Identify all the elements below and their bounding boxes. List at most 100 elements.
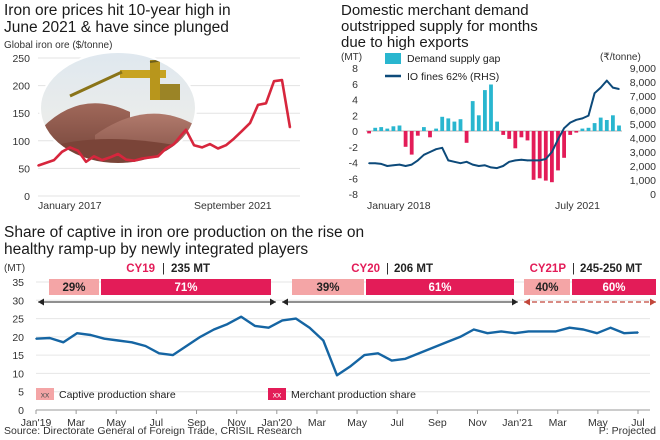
fines-point	[368, 162, 370, 164]
gap-bar	[470, 101, 475, 131]
fines-point	[459, 162, 462, 164]
price-point	[201, 146, 203, 149]
demand-right-tick-label: 4,000	[630, 133, 656, 145]
fines-point	[526, 159, 529, 162]
demand-left-tick-label: -2	[349, 142, 358, 154]
segment-cy19-label: CY19	[126, 263, 155, 275]
gap-bar	[391, 126, 396, 131]
price-point	[101, 159, 103, 161]
production-point	[89, 334, 92, 336]
gap-bar	[476, 115, 481, 132]
production-point	[459, 336, 461, 338]
production-point	[390, 359, 393, 362]
gap-bar	[495, 121, 499, 131]
demand-right-tick-label: 7,000	[630, 91, 656, 103]
demand-left-tick-label: 4	[352, 95, 358, 107]
captive-x-tick-label: Jul	[390, 417, 403, 429]
gap-bar	[550, 131, 554, 183]
captive-y-tick-label: 25	[12, 314, 24, 326]
production-series-line	[35, 315, 639, 377]
demand-chart: Domestic merchant demand outstripped sup…	[341, 2, 656, 212]
gap-bar	[464, 131, 469, 143]
production-point	[404, 358, 407, 360]
production-point	[76, 332, 78, 335]
gap-bar	[543, 131, 548, 181]
captive-x-tick-label: Jul	[150, 417, 163, 429]
gap-bar	[592, 123, 597, 131]
gap-bar	[415, 131, 420, 136]
price-point	[141, 157, 143, 160]
fines-point	[612, 86, 614, 89]
captive-x-tick-label: Nov	[468, 417, 487, 429]
captive-x-tick-label: Jan'20	[261, 417, 292, 429]
gap-bar	[574, 131, 579, 133]
legend-captive-swatch	[36, 388, 54, 400]
demand-right-tick-label: 3,000	[630, 147, 656, 159]
gap-bar	[568, 131, 573, 135]
demand-right-ticks: 0 1,000 2,000 3,000 4,000 5,000 6,000 7,000 8,00…	[630, 63, 656, 201]
price-point	[249, 122, 251, 124]
price-point	[185, 129, 187, 131]
gap-bar	[611, 115, 615, 132]
fines-point	[380, 163, 383, 165]
gap-bar	[501, 131, 506, 135]
price-point	[85, 161, 87, 163]
legend-merchant-label: Merchant production share	[291, 389, 416, 401]
price-point	[109, 156, 111, 159]
gap-bar	[525, 131, 530, 141]
production-point	[418, 352, 420, 355]
production-point	[62, 341, 65, 344]
price-point	[289, 126, 291, 129]
production-point	[308, 326, 311, 329]
captive-x-tick-label: May	[588, 417, 609, 429]
price-chart-x-tick-end: September 2021	[194, 200, 272, 212]
price-point	[37, 164, 39, 167]
demand-right-tick-label: 5,000	[630, 119, 656, 131]
fines-point	[532, 159, 535, 162]
segment-cy19-merchant-bar	[101, 279, 271, 295]
production-point	[131, 341, 133, 344]
production-point	[185, 345, 188, 347]
fines-point	[599, 86, 602, 89]
demand-right-tick-label: 9,000	[630, 63, 656, 75]
fines-point	[404, 165, 407, 167]
price-point	[241, 130, 243, 132]
segment-cy20-merchant: 61%	[428, 282, 451, 294]
production-point	[514, 332, 516, 335]
gap-bar	[483, 90, 487, 131]
fines-point	[374, 162, 376, 164]
segment-cy19-captive-bar	[49, 279, 99, 295]
production-point	[144, 345, 147, 347]
production-series-points	[35, 315, 639, 377]
fines-point	[447, 159, 450, 162]
production-point	[336, 374, 338, 377]
gap-bar	[397, 125, 402, 131]
segment-cy21p-total: 245-250 MT	[580, 263, 642, 275]
price-point	[257, 104, 259, 106]
source-note: Source: Directorate General of Foreign T…	[4, 425, 302, 437]
captive-y-tick-label: 5	[18, 387, 24, 399]
production-point	[637, 331, 639, 334]
segment-cy20-captive: 39%	[316, 282, 339, 294]
gap-bar	[452, 121, 457, 131]
production-point	[281, 319, 284, 322]
price-y-tick-label: 0	[24, 191, 30, 203]
price-y-tick-label: 200	[12, 81, 30, 93]
fines-series-points	[368, 79, 620, 169]
captive-x-tick-label: Mar	[549, 417, 568, 429]
price-chart-title-line1: Iron ore prices hit 10-year high in	[4, 2, 231, 19]
price-point	[233, 137, 235, 140]
gap-bar	[537, 131, 542, 179]
price-point	[273, 80, 275, 82]
demand-right-tick-label: 6,000	[630, 105, 656, 117]
demand-right-tick-label: 0	[650, 189, 656, 201]
price-point	[217, 147, 219, 150]
captive-chart-title-line2: healthy ramp-up by newly integrated play…	[4, 241, 308, 258]
production-point	[527, 330, 530, 333]
production-point	[623, 332, 626, 335]
legend-label-fines: IO fines 62% (RHS)	[407, 71, 499, 83]
segment-cy21p-label: CY21P	[530, 263, 567, 275]
captive-y-tick-label: 10	[12, 368, 24, 380]
fines-point	[471, 163, 474, 166]
demand-left-tick-label: 6	[352, 79, 358, 91]
